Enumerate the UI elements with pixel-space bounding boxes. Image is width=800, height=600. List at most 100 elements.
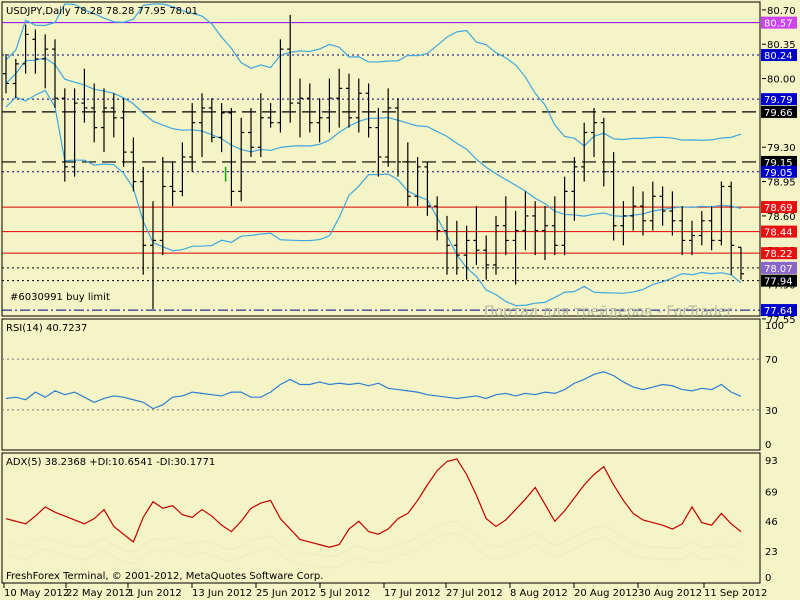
price-bar[interactable] <box>718 181 725 246</box>
price-bar[interactable] <box>610 152 617 241</box>
price-bar[interactable] <box>502 196 509 256</box>
adx-label: ADX(5) 38.2368 +DI:10.6541 -DI:30.1771 <box>6 457 215 468</box>
price-panel[interactable]: 80.7080.3580.0079.6579.3078.9578.6078.25… <box>1 1 797 326</box>
level-label: 78.69 <box>764 203 793 214</box>
price-bar[interactable] <box>248 107 254 158</box>
price-bar[interactable] <box>453 220 460 275</box>
price-bar[interactable] <box>649 181 656 231</box>
price-bar[interactable] <box>375 107 382 177</box>
price-bar[interactable] <box>71 88 78 177</box>
price-bar[interactable] <box>365 83 372 138</box>
price-tick-label: 80.00 <box>767 75 796 86</box>
price-bar[interactable] <box>179 142 186 197</box>
price-bar[interactable] <box>336 68 343 128</box>
price-bar[interactable] <box>551 196 558 256</box>
price-bar[interactable] <box>150 201 156 310</box>
price-bar[interactable] <box>493 215 499 275</box>
price-bar[interactable] <box>257 93 264 158</box>
price-bar[interactable] <box>444 215 450 275</box>
price-bar[interactable] <box>738 246 744 280</box>
price-bar[interactable] <box>346 73 352 128</box>
price-bar[interactable] <box>140 166 147 275</box>
adx-lines <box>5 458 742 569</box>
price-bar[interactable] <box>52 39 58 108</box>
price-bar[interactable] <box>238 117 245 202</box>
price-bar[interactable] <box>571 157 578 221</box>
price-bar[interactable] <box>708 206 715 251</box>
price-bar[interactable] <box>199 93 205 158</box>
price-bar[interactable] <box>522 191 529 251</box>
rsi-tick-label: 0 <box>765 440 771 451</box>
price-bar[interactable] <box>3 54 9 94</box>
price-bar[interactable] <box>159 157 166 256</box>
price-bar[interactable] <box>689 220 695 256</box>
price-bar[interactable] <box>42 34 49 89</box>
price-bar[interactable] <box>424 161 431 216</box>
level-label: 79.15 <box>764 158 793 169</box>
price-bar[interactable] <box>581 122 588 182</box>
price-bar[interactable] <box>630 186 637 231</box>
price-bar[interactable] <box>463 225 470 280</box>
price-bar[interactable] <box>81 68 88 123</box>
price-bar[interactable] <box>91 83 98 143</box>
price-bar[interactable] <box>208 98 215 143</box>
price-bar[interactable] <box>120 98 127 167</box>
price-bar[interactable] <box>434 196 441 241</box>
price-bar[interactable] <box>22 24 29 74</box>
price-bar[interactable] <box>620 201 627 246</box>
level-label: 78.07 <box>764 264 793 275</box>
price-bar[interactable] <box>640 191 646 236</box>
price-bar[interactable] <box>277 39 284 133</box>
adx-panel[interactable]: 93 69 46 23 0 ADX(5) 38.2368 +DI:10.6541 -DI… <box>1 452 778 584</box>
price-bar[interactable] <box>326 78 333 133</box>
price-bar[interactable] <box>316 98 323 143</box>
price-tick-label: 78.95 <box>767 178 796 189</box>
price-bar[interactable] <box>287 14 294 123</box>
price-bar[interactable] <box>218 103 225 153</box>
price-bar[interactable] <box>306 83 313 133</box>
price-bar[interactable] <box>61 88 68 182</box>
rsi-label: RSI(14) 40.7237 <box>6 323 87 334</box>
level-label: 79.05 <box>764 168 793 179</box>
price-bar[interactable] <box>561 176 568 256</box>
price-bar[interactable] <box>414 157 421 207</box>
footer-copyright: FreshForex Terminal, © 2001-2012, MetaQu… <box>6 571 323 582</box>
price-bar[interactable] <box>728 181 735 275</box>
price-bar[interactable] <box>669 191 676 236</box>
level-label: 78.22 <box>764 249 793 260</box>
price-bar[interactable] <box>130 137 137 192</box>
price-bar[interactable] <box>169 161 176 207</box>
price-bar[interactable] <box>267 103 274 128</box>
price-bar[interactable] <box>12 58 19 99</box>
price-bar[interactable] <box>483 235 490 280</box>
price-bar[interactable] <box>110 93 117 138</box>
price-bar[interactable] <box>679 206 686 256</box>
price-bar[interactable] <box>512 210 519 285</box>
price-bar[interactable] <box>659 186 666 226</box>
band-upper-line <box>5 3 742 147</box>
price-bar[interactable] <box>101 88 107 153</box>
rsi-panel[interactable]: 100 70 30 0 RSI(14) 40.7237 <box>1 318 784 451</box>
price-bar[interactable] <box>542 206 548 261</box>
price-bar[interactable] <box>600 117 607 187</box>
price-bar[interactable] <box>297 78 303 138</box>
adx-series-line <box>5 458 742 548</box>
price-bar[interactable] <box>473 206 480 265</box>
price-bar[interactable] <box>395 98 401 177</box>
price-bar[interactable] <box>404 142 411 207</box>
price-bars <box>3 14 744 310</box>
price-bar[interactable] <box>385 88 392 167</box>
price-bar[interactable] <box>189 103 196 172</box>
level-label: 78.44 <box>764 228 793 239</box>
price-bar[interactable] <box>32 29 39 74</box>
price-bar[interactable] <box>591 107 597 158</box>
time-tick-label: 27 Jul 2012 <box>446 588 503 599</box>
time-tick-label: 30 Aug 2012 <box>638 588 702 599</box>
price-bar[interactable] <box>698 210 705 246</box>
level-label: 80.57 <box>764 19 793 30</box>
price-bar[interactable] <box>228 107 235 207</box>
price-bar[interactable] <box>355 78 362 133</box>
price-bar[interactable] <box>532 201 539 256</box>
